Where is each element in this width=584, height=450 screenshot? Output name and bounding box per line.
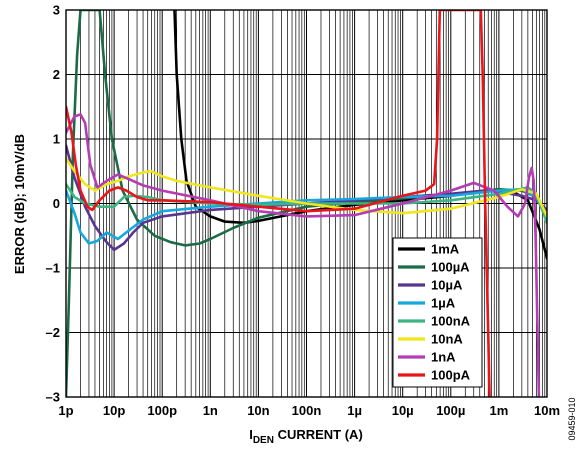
legend-label: 10µA	[431, 278, 463, 293]
x-tick-label: 1n	[203, 403, 218, 418]
series-line	[66, 188, 547, 245]
y-tick-label: –3	[46, 390, 60, 405]
x-tick-label: 10µ	[392, 403, 414, 418]
series-line	[66, 113, 541, 397]
y-tick-label: 1	[53, 132, 60, 147]
x-axis-label-main: I	[249, 427, 253, 442]
x-axis-label-rest: CURRENT (A)	[274, 427, 363, 442]
y-tick-label: 3	[53, 3, 60, 18]
y-tick-label: 0	[53, 196, 60, 211]
y-tick-label: –1	[46, 261, 60, 276]
y-axis-label: ERROR (dB); 10mV/dB	[12, 134, 27, 274]
x-tick-label: 1m	[490, 403, 509, 418]
x-tick-label: 10n	[247, 403, 269, 418]
legend-label: 100nA	[431, 314, 471, 329]
plot-frame	[65, 9, 548, 398]
figure-id: 09459-010	[567, 397, 577, 440]
x-axis-label: IDEN CURRENT (A)	[249, 427, 363, 446]
legend: 1mA 100µA 10µA 1µA 100nA 10nA 1nA 100pA	[392, 237, 483, 388]
legend-label: 1mA	[431, 242, 460, 257]
legend-label: 1µA	[431, 296, 456, 311]
x-tick-label: 1µ	[347, 403, 362, 418]
x-tick-labels: 1p 10p 100p 1n 10n 100n 1µ 10µ 100µ 1m 10m	[58, 403, 560, 418]
x-tick-label: 100n	[292, 403, 322, 418]
y-tick-labels: 3 2 1 0 –1 –2 –3	[46, 3, 60, 405]
legend-label: 1nA	[431, 350, 456, 365]
y-tick-label: 2	[53, 67, 60, 82]
grid	[65, 9, 547, 398]
series-lines	[66, 10, 547, 397]
x-tick-label: 100p	[147, 403, 177, 418]
x-tick-label: 100µ	[436, 403, 465, 418]
legend-box	[392, 237, 483, 388]
legend-label: 10nA	[431, 332, 463, 347]
series-line	[66, 157, 547, 218]
x-tick-label: 10m	[534, 403, 560, 418]
series-line	[66, 10, 491, 397]
x-axis-label-subscript: DEN	[253, 435, 274, 446]
legend-label: 100pA	[431, 368, 471, 383]
x-tick-label: 10p	[103, 403, 125, 418]
y-tick-label: –2	[46, 325, 60, 340]
legend-label: 100µA	[431, 260, 470, 275]
x-tick-label: 1p	[58, 403, 73, 418]
